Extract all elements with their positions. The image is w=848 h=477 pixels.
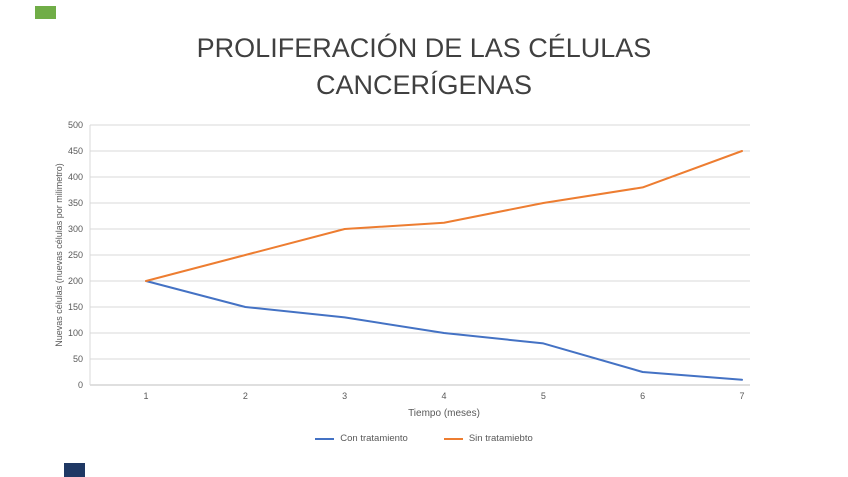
x-tick-label-2: 2 bbox=[243, 391, 248, 401]
y-axis-title: Nuevas células (nuevas células por milim… bbox=[54, 163, 64, 347]
x-tick-label-6: 6 bbox=[640, 391, 645, 401]
chart-legend: Con tratamiento Sin tratamiebto bbox=[0, 433, 848, 444]
y-tick-label-50: 50 bbox=[73, 354, 83, 364]
series-line-con-tratamiento bbox=[145, 280, 743, 381]
y-tick-label-450: 450 bbox=[68, 146, 83, 156]
chart-title: PROLIFERACIÓN DE LAS CÉLULAS CANCERÍGENA… bbox=[0, 30, 848, 104]
y-tick-label-100: 100 bbox=[68, 328, 83, 338]
x-tick-label-4: 4 bbox=[441, 391, 446, 401]
x-axis-title: Tiempo (meses) bbox=[408, 408, 480, 419]
series-line-sin-tratamiebto bbox=[145, 150, 743, 282]
y-tick-label-150: 150 bbox=[68, 302, 83, 312]
line-chart-plot-area: 0 50 100 150 200 250 300 350 400 450 500 1 2 3 4 5 6 7 Tie… bbox=[54, 120, 750, 419]
x-tick-label-1: 1 bbox=[143, 391, 148, 401]
legend-item-sin-tratamiebto: Sin tratamiebto bbox=[443, 433, 533, 444]
y-tick-label-350: 350 bbox=[68, 198, 83, 208]
legend-item-con-tratamiento: Con tratamiento bbox=[315, 433, 408, 444]
y-tick-label-400: 400 bbox=[68, 172, 83, 182]
legend-line-swatch bbox=[443, 437, 463, 440]
y-tick-label-200: 200 bbox=[68, 276, 83, 286]
legend-label: Con tratamiento bbox=[340, 433, 408, 444]
chart-title-text: PROLIFERACIÓN DE LAS CÉLULAS CANCERÍGENA… bbox=[196, 33, 652, 100]
x-tick-label-7: 7 bbox=[739, 391, 744, 401]
slide-corner-decoration-green bbox=[35, 6, 56, 19]
y-tick-label-250: 250 bbox=[68, 250, 83, 260]
y-tick-label-500: 500 bbox=[68, 120, 83, 130]
x-tick-label-3: 3 bbox=[342, 391, 347, 401]
y-tick-label-0: 0 bbox=[78, 380, 83, 390]
slide-corner-decoration-navy bbox=[64, 463, 85, 477]
legend-line-swatch bbox=[315, 437, 335, 440]
x-tick-label-5: 5 bbox=[541, 391, 546, 401]
y-tick-label-300: 300 bbox=[68, 224, 83, 234]
legend-label: Sin tratamiebto bbox=[468, 433, 533, 444]
